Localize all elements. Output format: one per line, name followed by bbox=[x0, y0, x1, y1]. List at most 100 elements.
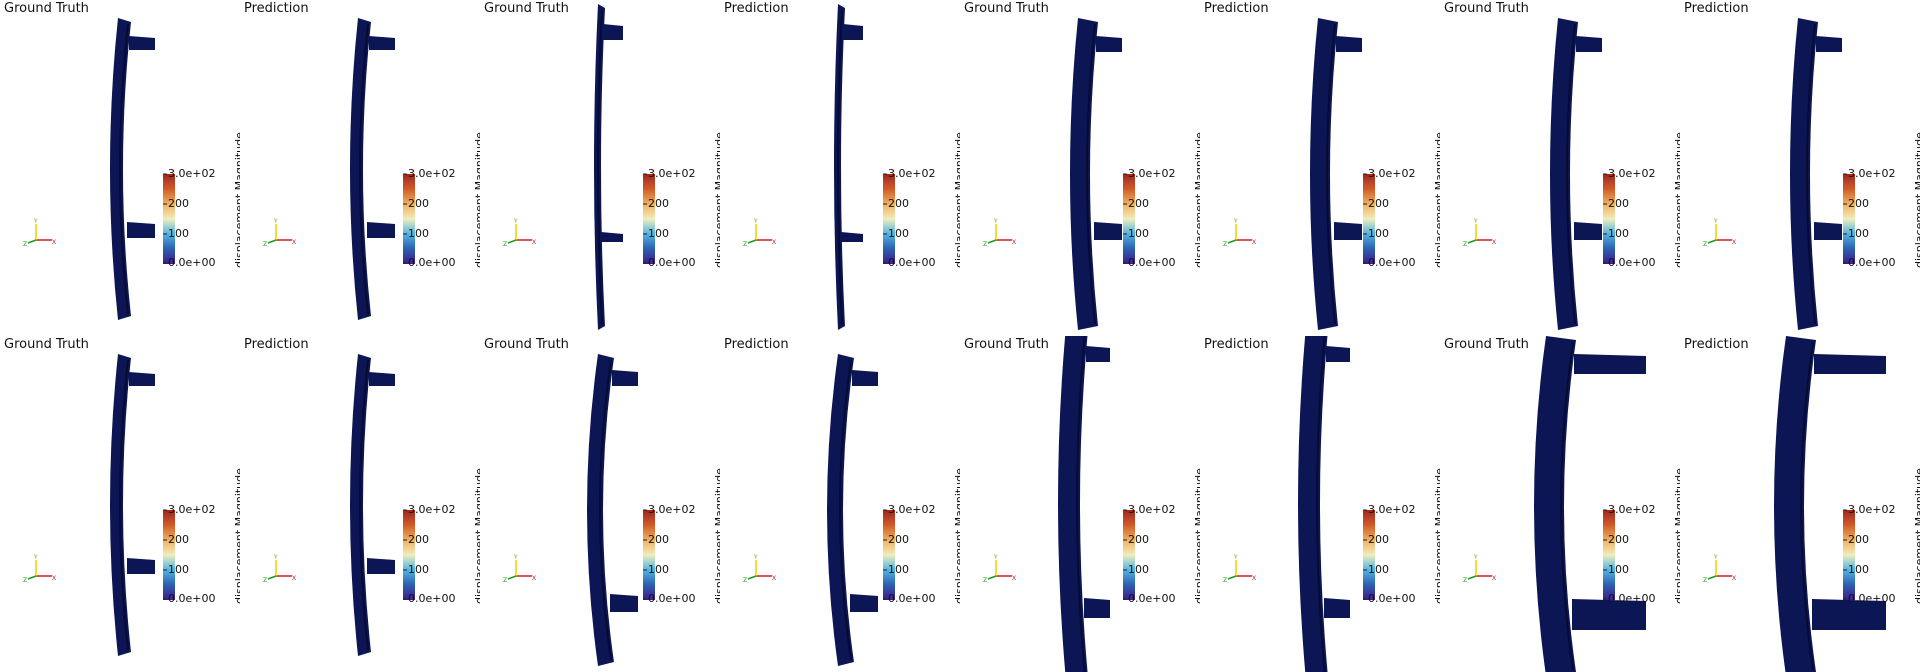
colorbar-tick-label: 3.0e+02 bbox=[1128, 167, 1176, 180]
viewport-panel[interactable]: Prediction X Y Z 3.0e+02 200 100 0.0e+00 displac… bbox=[720, 0, 960, 336]
colorbar-tick-label: 0.0e+00 bbox=[1368, 256, 1416, 269]
viewport-panel[interactable]: Ground Truth X Y Z 3.0e+02 200 100 0.0e+00 displ… bbox=[0, 336, 240, 672]
viewport-panel[interactable]: Ground Truth X Y Z 3.0e+02 200 100 0.0e+00 displ… bbox=[960, 0, 1200, 336]
colorbar-tick-label: 200 bbox=[1608, 533, 1629, 546]
viewport-panel[interactable]: Ground Truth X Y Z 3.0e+02 200 100 0.0e+00 displ… bbox=[480, 0, 720, 336]
svg-text:Z: Z bbox=[1463, 241, 1467, 248]
colorbar-tick-label: 3.0e+02 bbox=[1128, 503, 1176, 516]
mesh-render: X Y Z bbox=[743, 354, 895, 666]
beam-mesh bbox=[834, 4, 845, 330]
colorbar-tick-label: 3.0e+02 bbox=[648, 503, 696, 516]
beam-top-tab bbox=[129, 36, 155, 50]
beam-top-tab bbox=[129, 372, 155, 386]
viewport-panel[interactable]: Prediction X Y Z 3.0e+02 200 100 0.0e+00 displac… bbox=[240, 0, 480, 336]
colorbar-tick-label: 0.0e+00 bbox=[648, 256, 696, 269]
svg-text:Y: Y bbox=[993, 218, 998, 225]
svg-text:Y: Y bbox=[1473, 554, 1478, 561]
colorbar-tick-label: 200 bbox=[1848, 533, 1869, 546]
colorbar-tick-label: 200 bbox=[648, 197, 669, 210]
colorbar-tick-label: 3.0e+02 bbox=[648, 167, 696, 180]
svg-text:Z: Z bbox=[503, 241, 507, 248]
svg-text:Z: Z bbox=[23, 577, 27, 584]
colorbar-tick-label: 3.0e+02 bbox=[1368, 167, 1416, 180]
beam-bottom-tab bbox=[1334, 222, 1362, 240]
panel-title: Prediction bbox=[1204, 1, 1269, 16]
beam-mesh bbox=[1790, 18, 1818, 330]
svg-text:Z: Z bbox=[743, 577, 747, 584]
colorbar-tick-label: 200 bbox=[408, 197, 429, 210]
colorbar-tick-label: 3.0e+02 bbox=[1368, 503, 1416, 516]
beam-top-tab bbox=[1336, 36, 1362, 52]
svg-text:Y: Y bbox=[513, 554, 518, 561]
viewport-panel[interactable]: Prediction X Y Z 3.0e+02 200 100 0.0e+00 displac… bbox=[1680, 336, 1920, 672]
svg-text:Z: Z bbox=[1703, 577, 1707, 584]
svg-text:X: X bbox=[1492, 239, 1496, 246]
beam-bottom-tab bbox=[127, 558, 155, 574]
viewport-panel[interactable]: Prediction X Y Z 3.0e+02 200 100 0.0e+00 displac… bbox=[1200, 336, 1440, 672]
svg-text:X: X bbox=[1492, 575, 1496, 582]
svg-text:Y: Y bbox=[273, 554, 278, 561]
viewport-panel[interactable]: Prediction X Y Z 3.0e+02 200 100 0.0e+00 displac… bbox=[240, 336, 480, 672]
beam-bottom-tab bbox=[601, 232, 623, 242]
orientation-axes: X Y Z bbox=[743, 218, 776, 248]
svg-text:Z: Z bbox=[1463, 577, 1467, 584]
beam-mesh bbox=[1058, 336, 1088, 672]
colorbar-tick-label: 3.0e+02 bbox=[888, 503, 936, 516]
svg-text:X: X bbox=[1252, 239, 1256, 246]
viewport-panel[interactable]: Prediction X Y Z 3.0e+02 200 100 0.0e+00 displac… bbox=[720, 336, 960, 672]
beam-bottom-tab bbox=[841, 232, 863, 242]
mesh-render: X Y Z bbox=[1703, 336, 1886, 672]
colorbar-tick-label: 0.0e+00 bbox=[888, 256, 936, 269]
svg-text:Y: Y bbox=[33, 218, 38, 225]
svg-text:Y: Y bbox=[753, 218, 758, 225]
colorbar-tick-label: 0.0e+00 bbox=[168, 256, 216, 269]
beam-top-tab bbox=[1326, 346, 1350, 362]
orientation-axes: X Y Z bbox=[503, 218, 536, 248]
orientation-axes: X Y Z bbox=[263, 554, 296, 584]
colorbar-tick-label: 100 bbox=[1608, 563, 1629, 576]
beam-top-tab bbox=[1814, 354, 1886, 374]
beam-mesh bbox=[1310, 18, 1338, 330]
mesh-render: X Y Z bbox=[23, 18, 175, 320]
colorbar-tick-label: 200 bbox=[1368, 533, 1389, 546]
colorbar-tick-label: 0.0e+00 bbox=[888, 592, 936, 605]
colorbar bbox=[1603, 510, 1615, 600]
colorbar-tick-label: 100 bbox=[1848, 227, 1869, 240]
orientation-axes: X Y Z bbox=[263, 218, 296, 248]
colorbar-tick-label: 0.0e+00 bbox=[408, 256, 456, 269]
panel-title: Ground Truth bbox=[964, 337, 1049, 352]
viewport-panel[interactable]: Ground Truth X Y Z 3.0e+02 200 100 0.0e+00 displ… bbox=[1440, 336, 1680, 672]
svg-text:X: X bbox=[292, 239, 296, 246]
colorbar-tick-label: 200 bbox=[168, 197, 189, 210]
colorbar-title: displacement Magnitude bbox=[1913, 468, 1920, 604]
mesh-render: X Y Z bbox=[983, 336, 1135, 672]
colorbar-tick-label: 100 bbox=[1128, 563, 1149, 576]
beam-bottom-tab bbox=[1814, 222, 1842, 240]
beam-mesh bbox=[1070, 18, 1098, 330]
beam-top-tab bbox=[369, 372, 395, 386]
beam-bottom-tab bbox=[610, 594, 638, 612]
beam-bottom-tab bbox=[1812, 599, 1886, 630]
viewport-panel[interactable]: Ground Truth X Y Z 3.0e+02 200 100 0.0e+00 displ… bbox=[0, 0, 240, 336]
colorbar-tick-label: 0.0e+00 bbox=[1608, 256, 1656, 269]
viewport-panel[interactable]: Ground Truth X Y Z 3.0e+02 200 100 0.0e+00 displ… bbox=[960, 336, 1200, 672]
viewport-panel[interactable]: Prediction X Y Z 3.0e+02 200 100 0.0e+00 displac… bbox=[1680, 0, 1920, 336]
beam-bottom-tab bbox=[1094, 222, 1122, 240]
colorbar-tick-label: 200 bbox=[168, 533, 189, 546]
viewport-panel[interactable]: Ground Truth X Y Z 3.0e+02 200 100 0.0e+00 displ… bbox=[1440, 0, 1680, 336]
viewport-panel[interactable]: Ground Truth X Y Z 3.0e+02 200 100 0.0e+00 displ… bbox=[480, 336, 720, 672]
svg-text:Y: Y bbox=[273, 218, 278, 225]
viewport-panel[interactable]: Prediction X Y Z 3.0e+02 200 100 0.0e+00 displac… bbox=[1200, 0, 1440, 336]
colorbar-tick-label: 200 bbox=[1608, 197, 1629, 210]
svg-text:Y: Y bbox=[1473, 218, 1478, 225]
orientation-axes: X Y Z bbox=[23, 218, 56, 248]
svg-text:Z: Z bbox=[263, 241, 267, 248]
colorbar-tick-label: 200 bbox=[1128, 533, 1149, 546]
colorbar bbox=[403, 174, 415, 264]
svg-text:X: X bbox=[1732, 239, 1736, 246]
colorbar bbox=[643, 510, 655, 600]
colorbar-tick-label: 0.0e+00 bbox=[1128, 592, 1176, 605]
panel-title: Prediction bbox=[724, 337, 789, 352]
colorbar-tick-label: 3.0e+02 bbox=[408, 503, 456, 516]
svg-text:X: X bbox=[1732, 575, 1736, 582]
